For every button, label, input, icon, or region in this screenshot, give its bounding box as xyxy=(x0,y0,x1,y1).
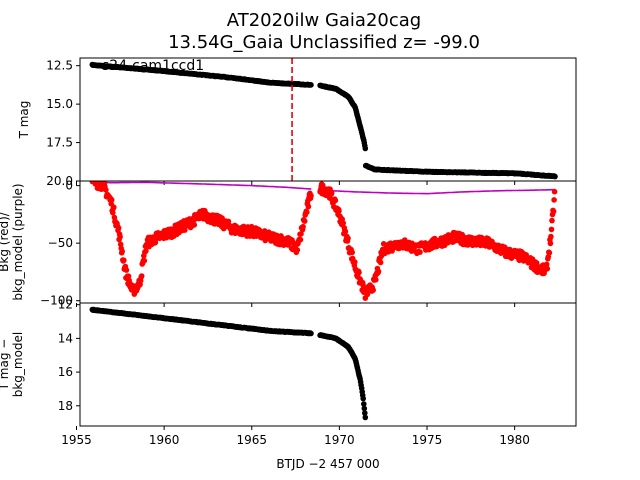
point-bkg xyxy=(191,222,198,228)
point-tmag xyxy=(308,82,314,88)
point-bkg xyxy=(345,235,351,242)
point-bkg xyxy=(182,227,188,233)
point-bkg xyxy=(328,190,335,196)
y-tick-label-diff: 12 xyxy=(58,298,73,312)
point-bkg xyxy=(141,257,148,264)
point-bkg xyxy=(377,259,384,266)
x-axis-label: BTJD −2 457 000 xyxy=(276,457,379,471)
panel-tmag-frame xyxy=(79,57,577,182)
point-bkg xyxy=(548,226,555,233)
point-diff xyxy=(361,401,367,407)
point-bkg xyxy=(340,220,347,226)
point-bkg xyxy=(356,269,362,276)
panel-diff-frame xyxy=(79,302,577,427)
point-bkg xyxy=(548,233,554,240)
y-tick-label-tmag: 17.5 xyxy=(46,136,73,150)
y-axis-label-bkg: bkg_model (purple) xyxy=(11,183,25,300)
panel-diff-data xyxy=(89,306,369,421)
point-bkg xyxy=(332,197,339,204)
point-bkg xyxy=(123,267,130,273)
point-bkg xyxy=(143,248,149,254)
point-bkg xyxy=(301,218,308,224)
y-tick-label-diff: 16 xyxy=(58,365,73,379)
point-bkg xyxy=(364,291,371,298)
point-bkg xyxy=(551,197,557,203)
y-tick-label-diff: 14 xyxy=(58,331,73,345)
point-diff xyxy=(308,330,314,337)
series-bkg_model-segment-1 xyxy=(320,188,556,195)
point-bkg xyxy=(349,249,356,256)
point-bkg xyxy=(336,208,342,214)
point-bkg xyxy=(549,217,555,224)
x-tick-label: 1955 xyxy=(61,433,92,447)
point-bkg xyxy=(125,273,132,280)
point-bkg xyxy=(110,209,116,216)
point-bkg xyxy=(103,187,109,193)
point-bkg xyxy=(219,215,225,221)
point-bkg xyxy=(294,247,301,253)
point-bkg xyxy=(117,234,123,240)
point-tmag xyxy=(362,145,369,152)
x-tick-label: 1970 xyxy=(324,433,355,447)
x-tick-label: 1960 xyxy=(149,433,180,447)
point-bkg xyxy=(550,208,557,215)
point-bkg xyxy=(373,276,379,283)
point-bkg xyxy=(544,265,551,272)
point-bkg xyxy=(308,192,314,199)
x-tick-label: 1980 xyxy=(499,433,530,447)
point-bkg xyxy=(108,197,115,203)
point-diff xyxy=(361,405,368,412)
y-tick-label-diff: 18 xyxy=(58,399,73,413)
point-bkg xyxy=(121,257,127,264)
y-tick-label-tmag: 15.0 xyxy=(46,97,73,111)
point-bkg xyxy=(138,273,145,279)
y-tick-label-tmag: 20.0 xyxy=(46,174,73,188)
point-bkg xyxy=(342,228,349,235)
point-bkg xyxy=(297,236,304,243)
y-tick-label-bkg: −100 xyxy=(40,294,73,308)
y-axis-label-bkg: Bkg (red)/ xyxy=(0,211,11,272)
x-tick-label: 1975 xyxy=(412,433,443,447)
sector-annotation: s24-cam1ccd1 xyxy=(102,58,204,74)
chart-title-line1: AT2020ilw Gaia20cag xyxy=(227,10,421,31)
point-diff xyxy=(360,395,367,402)
point-tmag xyxy=(552,173,558,180)
y-tick-label-bkg: 0 xyxy=(65,179,73,193)
point-diff xyxy=(362,414,369,421)
point-bkg xyxy=(304,209,310,215)
x-tick-label: 1965 xyxy=(236,433,267,447)
point-bkg xyxy=(305,203,312,210)
point-bkg xyxy=(543,261,550,268)
point-bkg xyxy=(111,204,117,210)
panel-bkg-data xyxy=(89,181,558,301)
panel-tmag-data xyxy=(89,61,558,180)
y-axis-label-diff: bkg_model xyxy=(11,332,25,398)
point-bkg xyxy=(547,240,554,247)
point-bkg xyxy=(551,188,558,195)
panels: 12.5 15.0 17.5 20.0 T mag s24-cam1ccd1 0 −50 −10… xyxy=(0,57,577,447)
chart-title-line2: 13.54G_Gaia Unclassified z= -99.0 xyxy=(168,32,480,53)
point-bkg xyxy=(375,268,382,275)
point-bkg xyxy=(352,259,358,265)
point-bkg xyxy=(119,248,125,255)
y-axis-label-tmag: T mag xyxy=(17,101,31,140)
y-axis-label-diff: T mag − xyxy=(0,339,11,392)
point-bkg xyxy=(117,241,124,248)
point-bkg xyxy=(417,249,423,255)
point-bkg xyxy=(115,225,122,231)
y-tick-label-tmag: 12.5 xyxy=(46,59,73,73)
point-diff xyxy=(362,410,368,416)
point-bkg xyxy=(298,231,304,237)
point-bkg xyxy=(300,223,306,230)
point-bkg xyxy=(370,287,377,293)
series-bkg_model-segment-0 xyxy=(92,181,312,190)
point-bkg xyxy=(546,250,553,256)
y-tick-label-bkg: −50 xyxy=(48,236,73,250)
